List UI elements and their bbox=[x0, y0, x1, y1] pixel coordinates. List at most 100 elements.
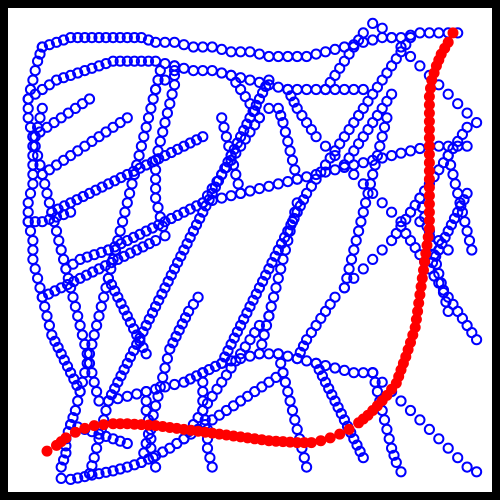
tree-point bbox=[253, 112, 265, 124]
tree-point bbox=[376, 197, 388, 209]
tree-point bbox=[197, 131, 209, 143]
tree-point bbox=[238, 313, 250, 325]
tree-point bbox=[71, 194, 83, 206]
tree-point bbox=[266, 257, 278, 269]
tree-point bbox=[55, 472, 67, 484]
tree-point bbox=[194, 212, 206, 225]
path-point bbox=[88, 420, 100, 432]
tree-point bbox=[357, 27, 369, 39]
tree-point bbox=[115, 238, 127, 250]
tree-point bbox=[452, 206, 464, 218]
tree-point bbox=[107, 32, 119, 44]
tree-point bbox=[102, 178, 115, 190]
tree-point bbox=[61, 360, 74, 372]
tree-point bbox=[279, 231, 291, 243]
tree-point bbox=[131, 244, 143, 256]
tree-point bbox=[121, 32, 133, 44]
tree-point bbox=[159, 150, 171, 162]
tree-point bbox=[439, 231, 451, 243]
path-point bbox=[79, 422, 91, 434]
tree-point bbox=[153, 153, 165, 165]
tree-point bbox=[100, 32, 112, 44]
tree-point bbox=[272, 244, 284, 256]
tree-point bbox=[137, 341, 149, 354]
tree-point bbox=[137, 241, 149, 253]
tree-point bbox=[235, 319, 247, 332]
tree-point bbox=[143, 313, 155, 325]
tree-point bbox=[107, 55, 119, 67]
tree-point bbox=[49, 335, 61, 347]
tree-point bbox=[253, 282, 265, 294]
tree-point bbox=[395, 466, 407, 478]
tree-point bbox=[115, 172, 127, 184]
tree-point bbox=[433, 235, 445, 247]
tree-point bbox=[131, 329, 143, 341]
tree-point bbox=[291, 353, 303, 365]
tree-point bbox=[81, 251, 93, 263]
tree-point bbox=[442, 244, 454, 256]
tree-point bbox=[282, 83, 294, 96]
tree-point bbox=[107, 465, 119, 477]
tree-point bbox=[118, 364, 130, 376]
tree-point bbox=[65, 419, 77, 431]
tree-point bbox=[187, 225, 199, 237]
tree-point bbox=[49, 285, 61, 297]
tree-point bbox=[140, 159, 152, 171]
tree-point bbox=[285, 90, 297, 102]
tree-point bbox=[184, 231, 196, 243]
tree-point bbox=[313, 364, 325, 376]
tree-point bbox=[351, 439, 363, 451]
tree-point bbox=[209, 360, 221, 372]
tree-point bbox=[50, 211, 63, 223]
tree-point bbox=[114, 55, 126, 67]
tree-point bbox=[319, 376, 332, 388]
tree-point bbox=[164, 343, 176, 355]
tree-point bbox=[72, 67, 84, 79]
tree-point bbox=[404, 206, 417, 218]
tree-point bbox=[68, 275, 80, 288]
tree-point bbox=[190, 134, 203, 146]
tree-point bbox=[404, 404, 417, 417]
tree-point bbox=[124, 316, 136, 328]
tree-point bbox=[90, 184, 102, 196]
tree-point bbox=[348, 168, 360, 181]
tree-point bbox=[168, 65, 181, 77]
tree-point bbox=[275, 109, 287, 122]
tree-point bbox=[165, 269, 177, 281]
tree-point bbox=[316, 370, 328, 382]
tree-point bbox=[34, 48, 46, 60]
tree-point bbox=[461, 140, 473, 152]
tree-point bbox=[124, 247, 136, 259]
tree-point bbox=[357, 178, 369, 190]
tree-point bbox=[178, 140, 190, 152]
tree-point bbox=[74, 272, 86, 284]
tree-point bbox=[190, 219, 203, 231]
tree-point bbox=[326, 389, 338, 401]
tree-point bbox=[179, 312, 192, 324]
path-point bbox=[98, 419, 110, 431]
tree-point bbox=[192, 291, 204, 303]
tree-point bbox=[100, 430, 112, 442]
tree-point bbox=[319, 140, 332, 152]
tree-point bbox=[168, 263, 181, 275]
tree-point bbox=[109, 382, 121, 395]
tree-point bbox=[433, 433, 445, 445]
tree-point bbox=[114, 435, 126, 447]
tree-point bbox=[72, 472, 84, 484]
tree-point bbox=[112, 376, 124, 388]
tree-point bbox=[58, 72, 70, 84]
tree-point bbox=[79, 65, 91, 77]
tree-point bbox=[190, 200, 203, 212]
tree-point bbox=[67, 412, 79, 424]
tree-point bbox=[263, 263, 275, 275]
tree-point bbox=[102, 244, 115, 256]
tree-point bbox=[36, 291, 48, 303]
tree-point bbox=[354, 445, 366, 457]
tree-point bbox=[65, 367, 77, 379]
tree-point bbox=[414, 414, 426, 426]
tree-point bbox=[162, 275, 174, 288]
tree-point bbox=[93, 60, 105, 72]
tree-point bbox=[137, 326, 149, 338]
tree-point bbox=[357, 452, 369, 464]
